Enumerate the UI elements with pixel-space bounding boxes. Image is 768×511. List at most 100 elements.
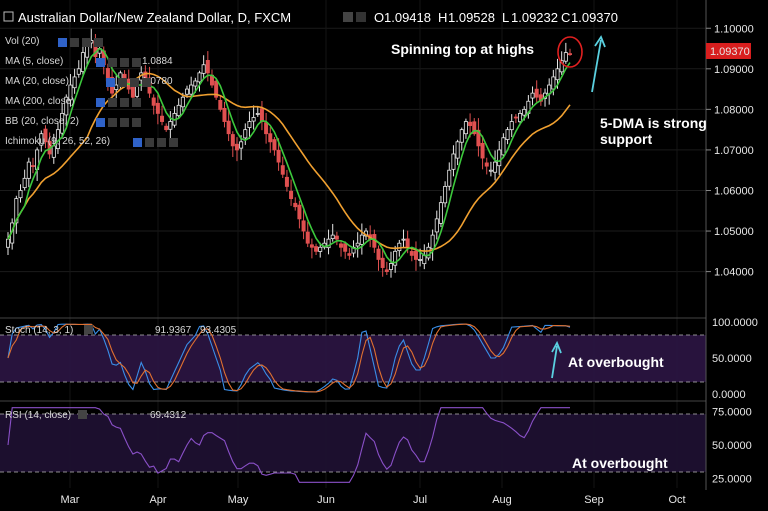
candle-body	[513, 116, 518, 119]
candle-body	[60, 113, 65, 134]
candle-body	[518, 113, 523, 123]
annotation-rsi-ob: At overbought	[572, 455, 668, 471]
settings-icon[interactable]	[343, 12, 353, 22]
arrow-up-icon	[591, 35, 606, 93]
legend-action-icon[interactable]	[108, 98, 117, 107]
candle-body	[151, 97, 156, 106]
stoch-k-value: 91.9367	[155, 325, 192, 336]
legend-action-icon[interactable]	[120, 58, 129, 67]
candle-body	[255, 113, 260, 115]
legend-action-icon[interactable]	[96, 118, 105, 127]
candle-body	[197, 72, 202, 83]
legend-action-icon[interactable]	[145, 138, 154, 147]
legend-action-icon[interactable]	[157, 138, 166, 147]
candle-body	[393, 250, 398, 266]
candle-body	[114, 84, 119, 90]
candle-body	[205, 59, 210, 74]
legend-action-icon[interactable]	[132, 118, 141, 127]
candle-body	[359, 234, 364, 245]
legend-action-icon[interactable]	[82, 38, 91, 47]
indicator-bb[interactable]: BB (20, close, 2)	[5, 116, 79, 127]
legend-action-icon[interactable]	[142, 78, 151, 87]
price-tick-label: 1.06000	[714, 185, 754, 197]
rsi-settings-icon[interactable]	[78, 410, 87, 419]
candle-body	[330, 234, 335, 240]
legend-action-icon[interactable]	[132, 98, 141, 107]
chart-title: Australian Dollar/New Zealand Dollar, D,…	[18, 10, 291, 25]
candle-body	[268, 133, 273, 143]
arrow-up-icon-stoch	[551, 340, 562, 379]
candle-body	[22, 177, 27, 189]
legend-action-icon[interactable]	[120, 98, 129, 107]
price-tick-label: 1.04000	[714, 267, 754, 279]
candle-body	[168, 121, 173, 130]
stoch-k-line	[7, 323, 571, 393]
indicator-ma20[interactable]: MA (20, close)	[5, 76, 69, 87]
candle-body	[388, 263, 393, 270]
candle-body	[347, 253, 352, 256]
stoch-tick-label: 0.0000	[712, 389, 746, 401]
indicator-ma200[interactable]: MA (200, close)	[5, 96, 74, 107]
candle-body	[443, 186, 448, 204]
candle-body	[230, 134, 235, 147]
candle-body	[568, 53, 573, 56]
candle-body	[355, 242, 360, 247]
legend-action-icon[interactable]	[108, 118, 117, 127]
candle-body	[339, 243, 344, 248]
legend-action-icon[interactable]	[169, 138, 178, 147]
candle-body	[343, 243, 348, 252]
high-value: 1.09528	[448, 10, 495, 25]
open-label: O	[374, 10, 384, 25]
candle-body	[284, 176, 289, 187]
legend-action-icon[interactable]	[120, 118, 129, 127]
candle-body	[451, 153, 456, 170]
time-tick-label: Mar	[61, 494, 80, 506]
stoch-settings-icon[interactable]	[84, 325, 93, 334]
candle-body	[468, 121, 473, 126]
time-tick-label: Jul	[413, 494, 427, 506]
candle-body	[434, 218, 439, 233]
price-tag	[706, 43, 751, 59]
rsi-label[interactable]: RSI (14, close)	[5, 410, 71, 421]
candle-body	[314, 246, 319, 252]
rsi-tick-label: 25.0000	[712, 473, 752, 485]
legend-action-icon[interactable]	[118, 78, 127, 87]
candle-body	[176, 104, 181, 117]
candle-body	[463, 121, 468, 135]
candle-body	[218, 99, 223, 110]
candle-body	[30, 165, 35, 167]
low-value: 1.09232	[511, 10, 558, 25]
indicator-vol[interactable]: Vol (20)	[5, 36, 39, 47]
legend-action-icon[interactable]	[96, 58, 105, 67]
annotation-spinning-top: Spinning top at highs	[391, 41, 534, 57]
indicator-ma5[interactable]: MA (5, close)	[5, 56, 63, 67]
legend-action-icon[interactable]	[70, 38, 79, 47]
indicator-ichimoku[interactable]: Ichimoku (9, 26, 52, 26)	[5, 136, 110, 147]
candle-body	[401, 238, 406, 241]
candle-body	[64, 96, 69, 116]
candle-body	[438, 202, 443, 224]
candle-body	[405, 238, 410, 248]
stoch-tick-label: 100.0000	[712, 317, 758, 329]
price-axis: 1.10000 1.09000 1.08000 1.07000 1.06000 1.050…	[706, 23, 754, 279]
legend-action-icon[interactable]	[94, 38, 103, 47]
high-label: H	[438, 10, 447, 25]
legend-action-icon[interactable]	[96, 98, 105, 107]
legend-action-icon[interactable]	[132, 58, 141, 67]
candle-body	[397, 242, 402, 252]
rsi-band	[0, 414, 706, 472]
toggle-icon[interactable]	[356, 12, 366, 22]
candle-body	[476, 129, 481, 147]
candle-body	[530, 92, 535, 99]
candle-body	[160, 115, 165, 122]
collapse-icon[interactable]	[3, 11, 14, 22]
legend-action-icon[interactable]	[58, 38, 67, 47]
legend-action-icon[interactable]	[130, 78, 139, 87]
price-tick-label: 1.10000	[714, 23, 754, 35]
legend-action-icon[interactable]	[106, 78, 115, 87]
candle-body	[297, 204, 302, 220]
stoch-label[interactable]: Stoch (14, 3, 1)	[5, 325, 73, 336]
candle-body	[214, 80, 219, 98]
legend-action-icon[interactable]	[133, 138, 142, 147]
legend-action-icon[interactable]	[108, 58, 117, 67]
